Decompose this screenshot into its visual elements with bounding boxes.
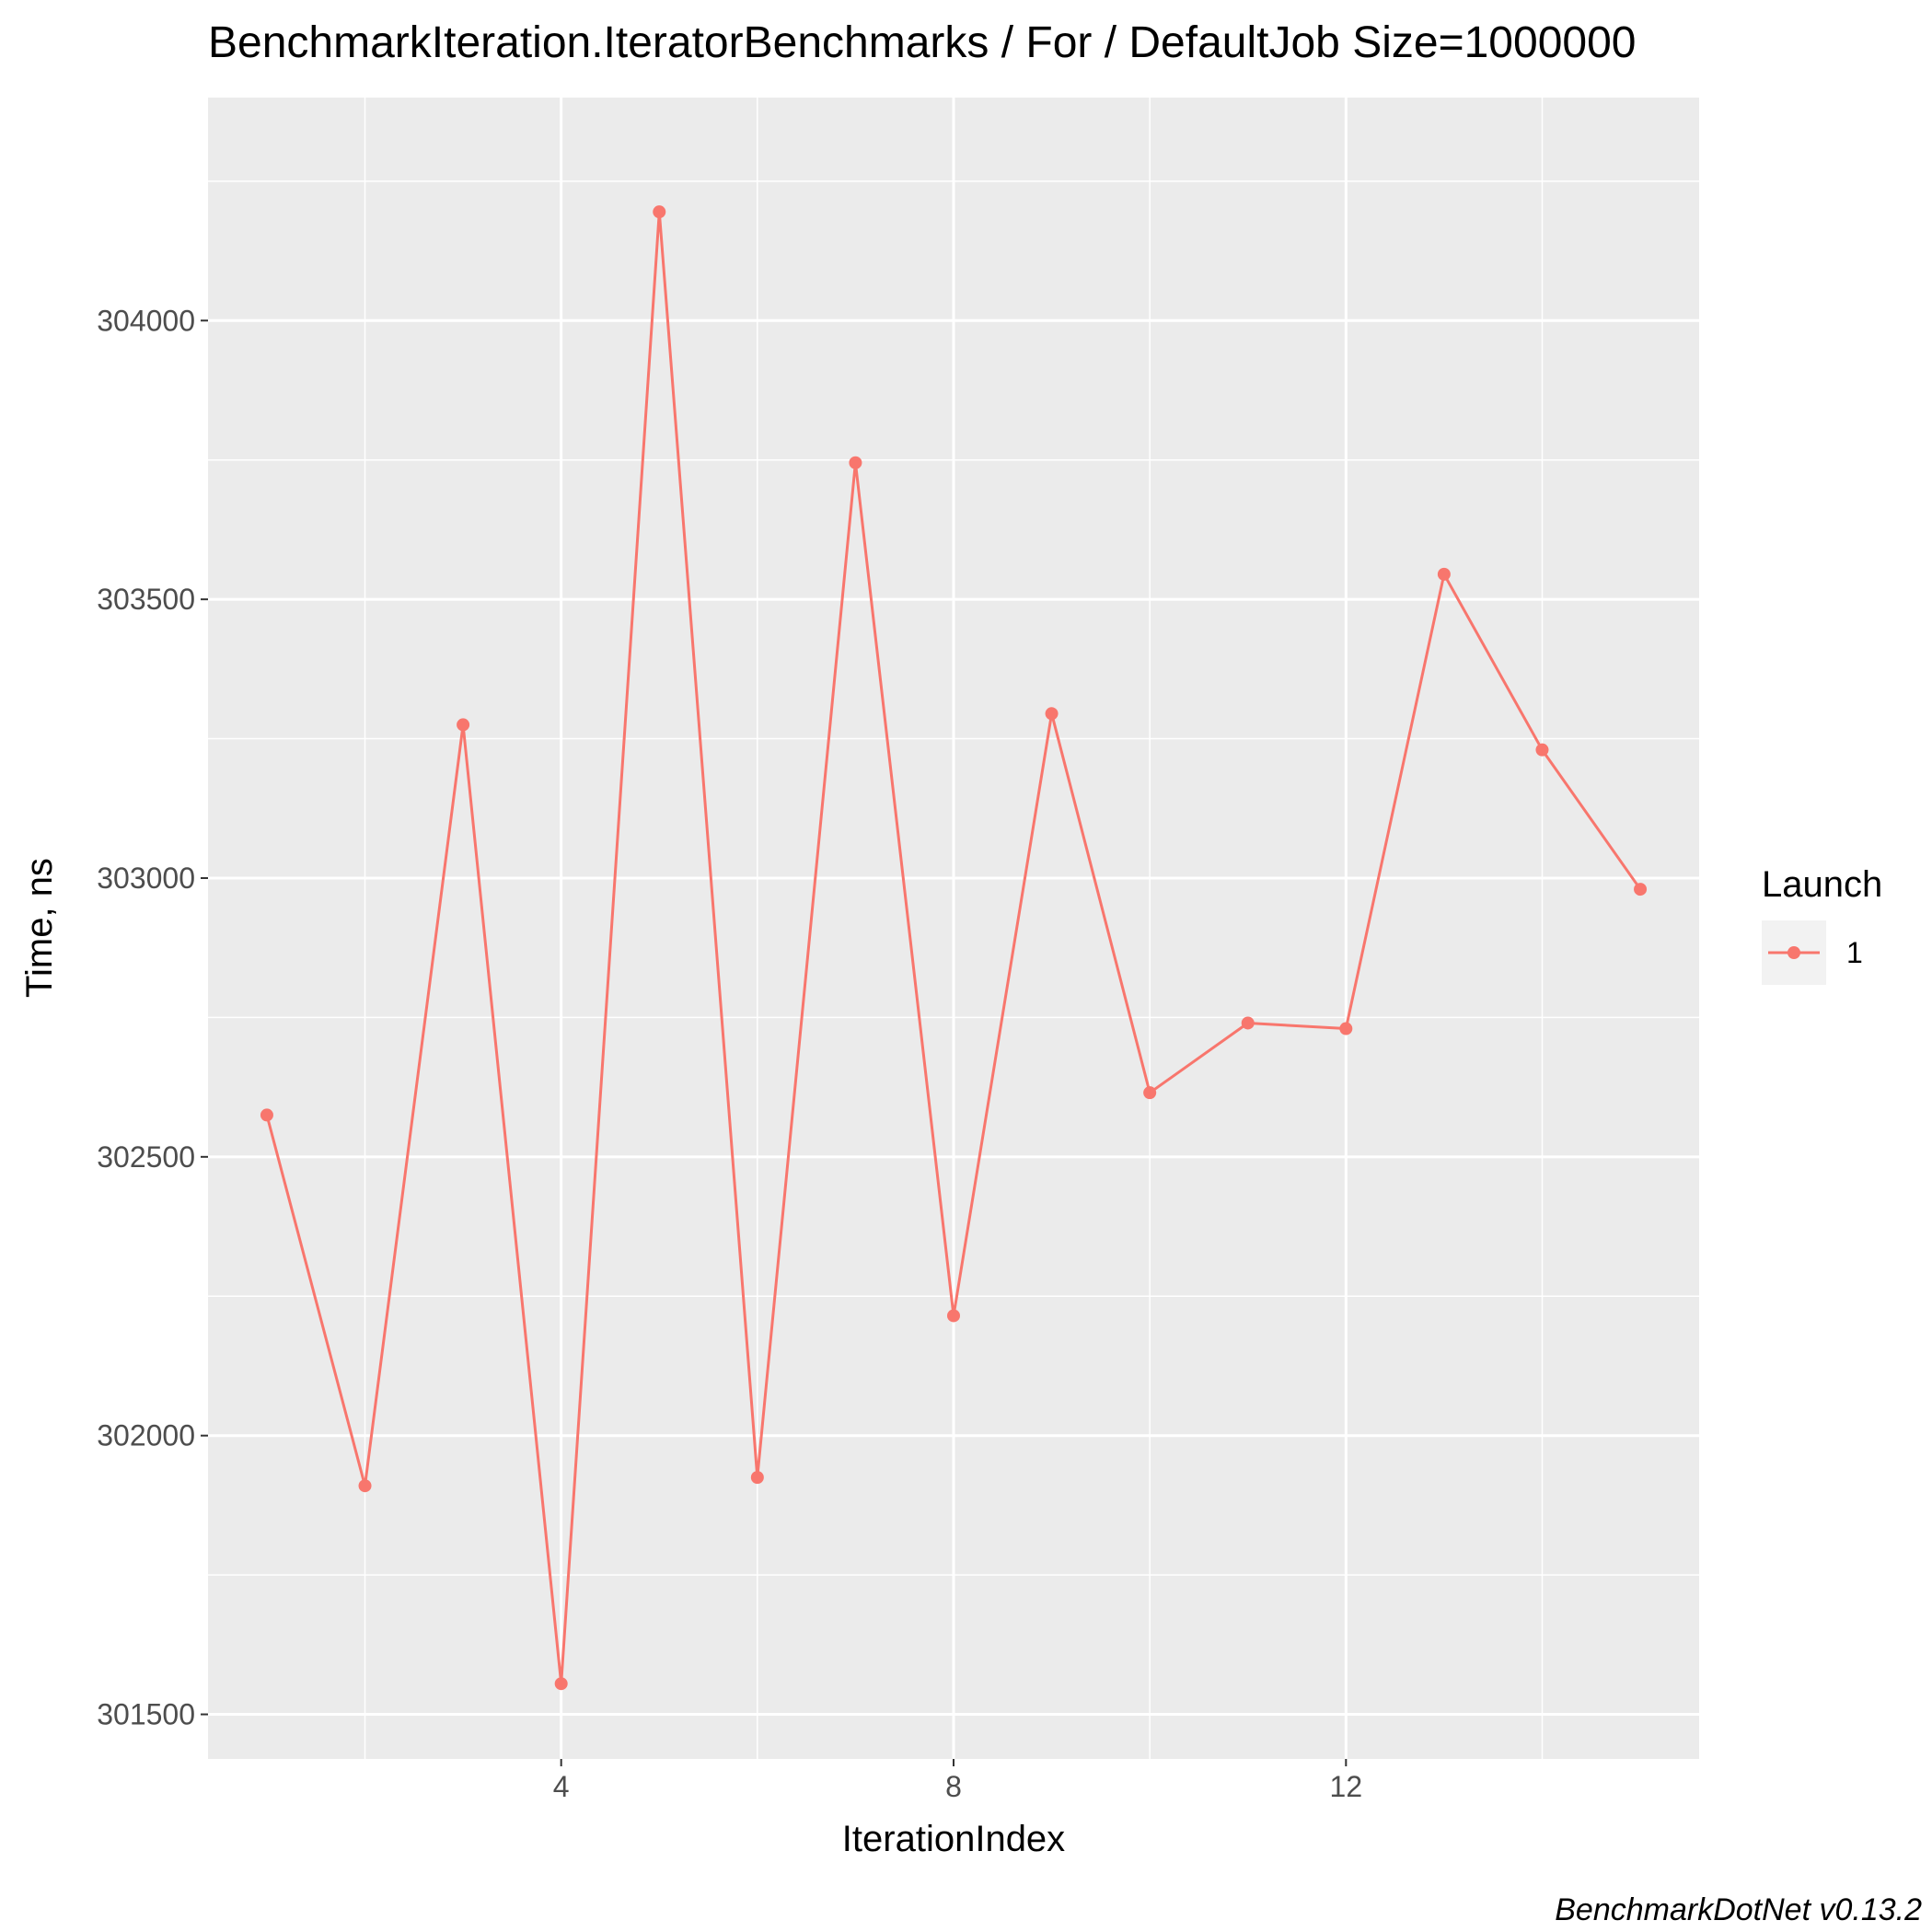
- data-point: [260, 1108, 273, 1122]
- data-point: [554, 1677, 568, 1691]
- caption: BenchmarkDotNet v0.13.2: [1555, 1892, 1922, 1927]
- y-tick-label: 303000: [97, 862, 195, 895]
- data-point: [1143, 1086, 1157, 1100]
- data-point: [653, 205, 666, 219]
- legend-title: Launch: [1762, 864, 1882, 905]
- legend-key-point: [1787, 946, 1800, 959]
- x-tick-label: 12: [1330, 1770, 1363, 1803]
- y-tick-label: 301500: [97, 1698, 195, 1731]
- y-tick-label: 304000: [97, 304, 195, 337]
- y-tick-label: 302000: [97, 1419, 195, 1452]
- data-point: [1634, 883, 1648, 897]
- x-axis-title: IterationIndex: [842, 1819, 1065, 1859]
- data-point: [849, 456, 862, 469]
- data-point: [1241, 1016, 1255, 1030]
- y-tick-label: 302500: [97, 1140, 195, 1174]
- data-point: [1045, 707, 1059, 721]
- x-tick-label: 8: [945, 1770, 962, 1803]
- legend-label: 1: [1846, 936, 1863, 969]
- legend: Launch 1: [1762, 864, 1882, 985]
- y-axis-ticks: 301500 302000 302500 303000 303500 304000: [97, 304, 208, 1731]
- data-point: [1535, 743, 1549, 757]
- data-point: [1339, 1022, 1353, 1035]
- major-gridlines: [208, 98, 1699, 1759]
- data-point: [1437, 567, 1451, 581]
- data-point: [750, 1471, 764, 1485]
- x-axis-ticks: 4 8 12: [553, 1759, 1362, 1803]
- data-point: [457, 718, 470, 732]
- y-tick-label: 303500: [97, 583, 195, 616]
- data-point: [358, 1479, 372, 1493]
- series-layer: [260, 205, 1648, 1691]
- y-axis-title: Time, ns: [19, 858, 60, 998]
- data-point: [947, 1309, 960, 1323]
- chart-title: BenchmarkIteration.IteratorBenchmarks / …: [208, 18, 1636, 67]
- x-tick-label: 4: [553, 1770, 570, 1803]
